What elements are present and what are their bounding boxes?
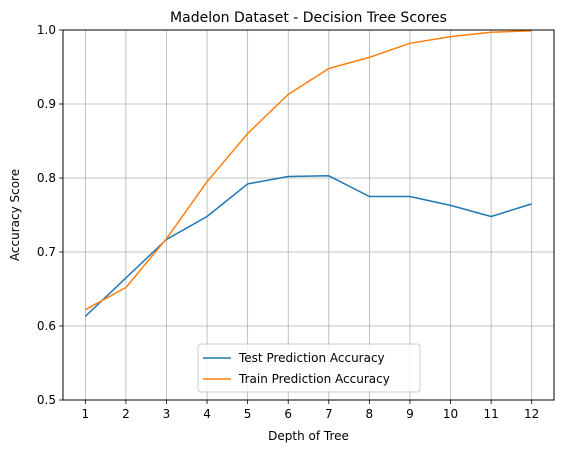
legend-label: Test Prediction Accuracy: [238, 351, 385, 365]
legend-box: [197, 343, 421, 393]
y-tick-label: 1.0: [37, 23, 56, 37]
x-axis-title: Depth of Tree: [268, 429, 349, 443]
y-axis: 0.5 0.6 0.7 0.8 0.9 1.0: [37, 23, 63, 407]
y-tick-label: 0.6: [37, 319, 56, 333]
x-tick-label: 4: [203, 407, 211, 421]
x-tick-label: 7: [325, 407, 333, 421]
x-tick-label: 5: [244, 407, 252, 421]
x-tick-label: 10: [443, 407, 458, 421]
legend-label: Train Prediction Accuracy: [238, 372, 390, 386]
chart-title: Madelon Dataset - Decision Tree Scores: [170, 10, 447, 26]
x-tick-label: 1: [81, 407, 89, 421]
x-tick-label: 12: [524, 407, 539, 421]
x-tick-label: 8: [366, 407, 374, 421]
series-line-1: [84, 175, 532, 317]
y-tick-label: 0.8: [37, 171, 56, 185]
x-tick-label: 6: [284, 407, 292, 421]
y-tick-label: 0.9: [37, 97, 56, 111]
series-lines: [84, 29, 532, 317]
y-tick-label: 0.5: [37, 393, 56, 407]
x-tick-label: 11: [483, 407, 498, 421]
x-axis: 1 2 3 4 5 6 7 8 9 10 11 12: [81, 400, 539, 421]
x-tick-label: 2: [122, 407, 130, 421]
plot-frame: [62, 29, 555, 401]
y-axis-title: Accuracy Score: [8, 169, 22, 261]
y-tick-label: 0.7: [37, 245, 56, 259]
series-line-2: [84, 29, 532, 311]
x-tick-label: 3: [163, 407, 171, 421]
legend: Test Prediction Accuracy Train Prediction…: [197, 343, 421, 393]
x-tick-label: 9: [406, 407, 414, 421]
